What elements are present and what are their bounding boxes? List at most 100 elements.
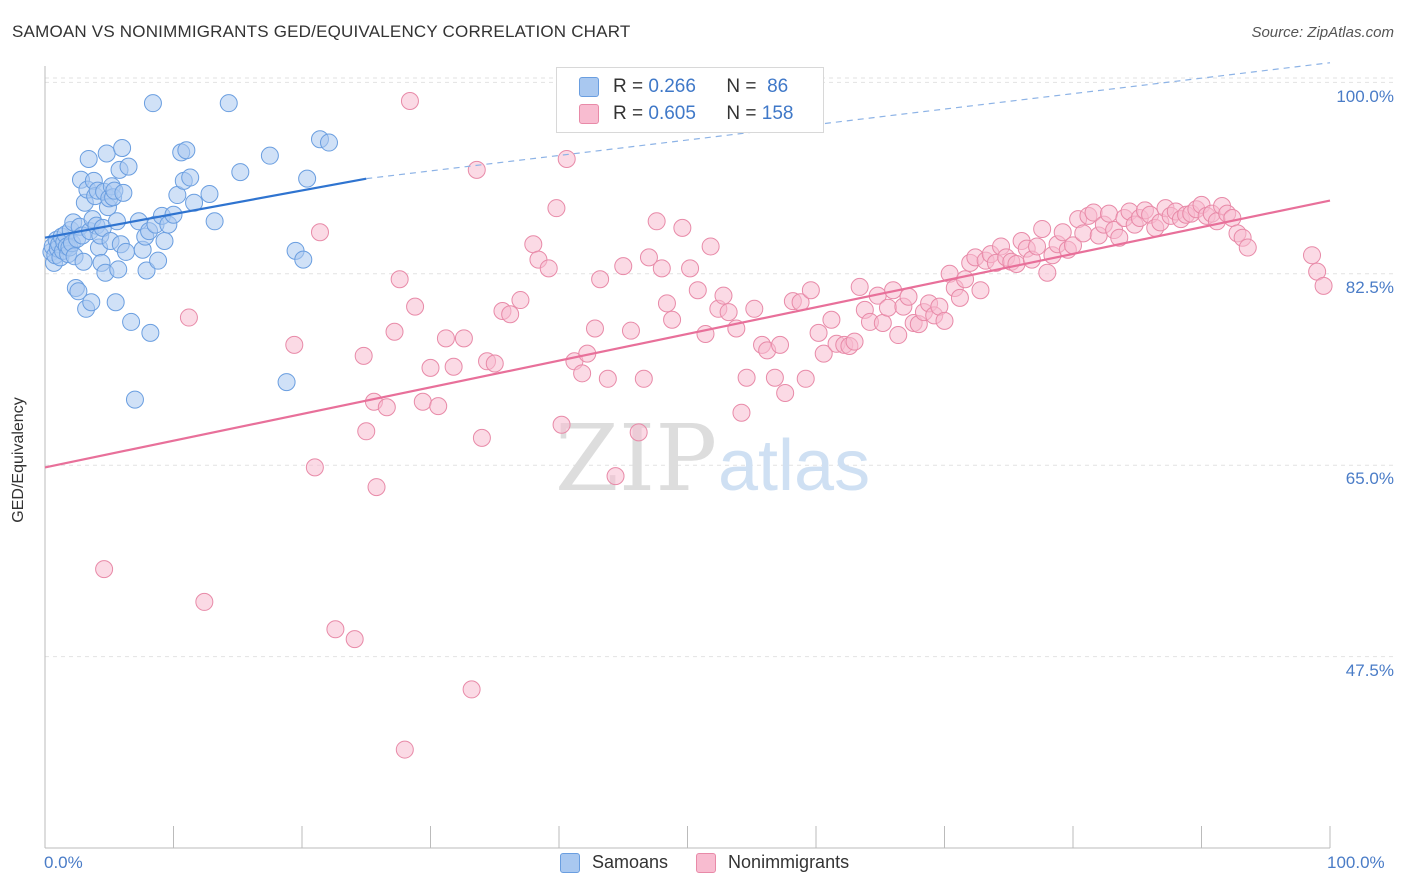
grid-lines [45,77,1395,658]
data-point [511,291,530,310]
data-point [1303,246,1322,265]
data-point [621,321,640,340]
data-point [421,358,440,377]
legend-label-nonimmigrants: Nonimmigrants [728,852,850,872]
data-point [181,168,200,187]
data-point [1099,204,1118,223]
data-point [429,397,448,416]
chart-title: SAMOAN VS NONIMMIGRANTS GED/EQUIVALENCY … [12,22,631,41]
y-tick-label: 82.5% [1345,278,1394,297]
data-point [485,354,504,373]
data-point [1038,263,1057,282]
watermark: ZIP atlas [555,405,870,512]
data-point [732,403,751,422]
data-point [444,357,463,376]
data-point [122,312,141,331]
data-point [454,329,473,348]
data-point [971,281,990,300]
data-point [547,199,566,218]
data-point [357,422,376,441]
series-samoans [42,94,338,409]
data-point [652,259,671,278]
data-point [97,144,116,163]
data-point [472,428,491,447]
data-point [814,344,833,363]
data-point [614,257,633,276]
legend-item-nonimmigrants[interactable]: Nonimmigrants [696,852,849,873]
data-point [205,212,224,231]
legend-swatch-nonimmigrants [696,852,717,873]
data-point [462,680,481,699]
data-point [326,620,345,639]
legend-swatch-samoans [579,77,599,97]
data-point [629,423,648,442]
data-point [765,368,784,387]
data-point [413,392,432,411]
data-point [354,346,373,365]
legend-item-samoans[interactable]: Samoans [560,852,668,873]
legend-n-value: 86 [767,76,789,97]
legend-swatch-samoans [560,852,580,873]
correlation-legend: R = 0.266 N = 86 R = 0.605 N = 158 [556,67,824,133]
data-point [200,184,219,203]
data-point [305,458,324,477]
data-point [719,303,738,322]
data-point [400,91,419,110]
data-point [345,630,364,649]
data-point [899,287,918,306]
data-point [1110,228,1129,247]
data-point [107,212,126,231]
data-point [701,237,720,256]
data-point [634,369,653,388]
data-point [1074,224,1093,243]
data-point [714,286,733,305]
data-point [850,277,869,296]
data-point [647,212,666,231]
data-point [524,235,543,254]
data-point [809,323,828,342]
data-point [771,335,790,354]
data-point [179,308,198,327]
data-point [745,299,764,318]
trend-lines [44,62,1331,469]
y-tick-label: 100.0% [1336,87,1394,106]
data-point [395,740,414,759]
data-point [79,149,98,168]
source-label: Source: ZipAtlas.com [1251,24,1394,41]
axes [44,66,1331,849]
data-point [294,250,313,269]
y-tick-label: 65.0% [1345,469,1394,488]
data-point [822,310,841,329]
data-point [501,305,520,324]
data-point [539,259,558,278]
watermark-atlas: atlas [718,426,870,506]
data-point [935,311,954,330]
data-point [109,260,128,279]
data-point [801,281,820,300]
data-point [143,94,162,113]
data-point [552,415,571,434]
data-point [367,478,386,497]
data-point [796,369,815,388]
data-point [116,242,135,261]
data-point [95,560,114,579]
data-point [74,252,93,271]
data-point [231,163,250,182]
data-point [639,248,658,267]
data-point [956,270,975,289]
data-point [390,270,409,289]
watermark-zip: ZIP [555,405,717,512]
legend-r-label: R = [613,76,644,97]
data-point [950,288,969,307]
data-point [149,251,168,270]
data-point [69,282,88,301]
data-point [406,297,425,316]
trend-extension-samoans [366,62,1331,180]
data-point [377,398,396,417]
data-point [673,218,692,237]
series-legend: Samoans Nonimmigrants [560,852,877,873]
data-point [1238,238,1257,257]
data-point [260,146,279,165]
data-point [219,94,238,113]
